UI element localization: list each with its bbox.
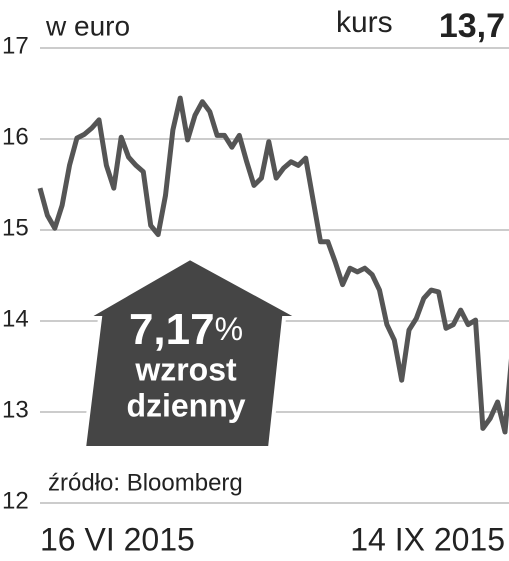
y-tick-label: 14: [2, 305, 29, 332]
change-line1: wzrost: [134, 351, 237, 387]
change-unit: %: [215, 311, 243, 347]
axis-unit-label: w euro: [45, 10, 130, 41]
y-tick-label: 17: [2, 32, 29, 59]
y-tick-label: 16: [2, 123, 29, 150]
x-tick-label: 14 IX 2015: [350, 521, 505, 557]
change-value: 7,17%: [129, 305, 243, 354]
y-tick-label: 13: [2, 396, 29, 423]
badge-shape: [78, 255, 301, 450]
change-number: 7,17: [129, 305, 215, 354]
x-tick-label: 16 VI 2015: [40, 521, 195, 557]
source-note: źródło: Bloomberg: [48, 469, 243, 496]
y-tick-label: 12: [2, 487, 29, 514]
y-tick-label: 15: [2, 214, 29, 241]
price-line: [37, 95, 509, 435]
current-label: kurs: [336, 6, 393, 39]
current-value: 13,7: [439, 7, 505, 45]
change-line2: dzienny: [126, 387, 245, 423]
